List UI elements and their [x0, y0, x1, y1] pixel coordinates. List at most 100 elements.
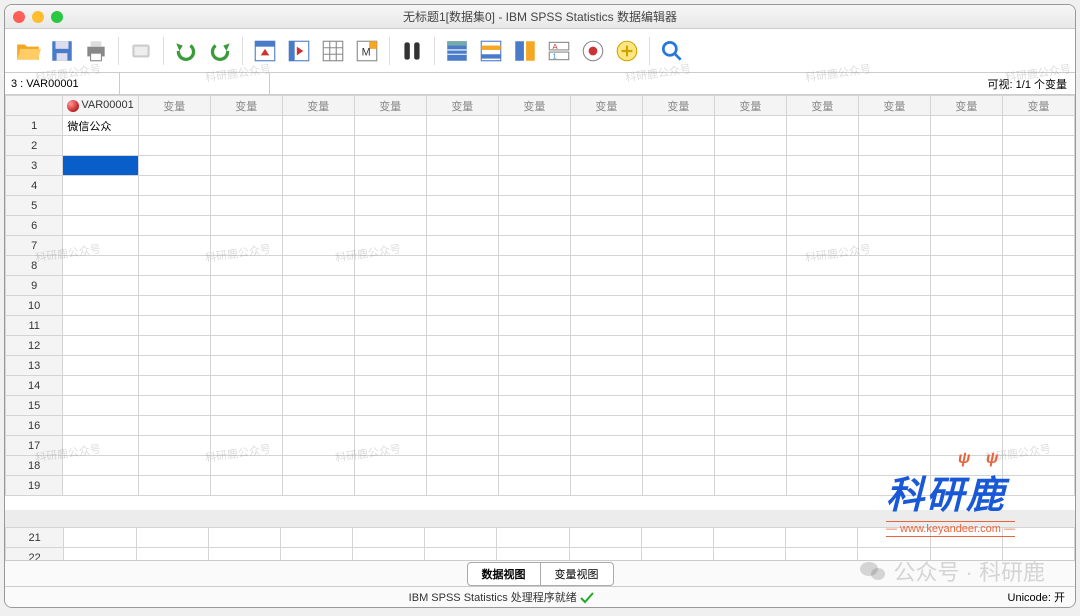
- data-cell[interactable]: [714, 176, 786, 196]
- data-cell[interactable]: [138, 356, 210, 376]
- data-cell[interactable]: [498, 376, 570, 396]
- data-cell[interactable]: [354, 196, 426, 216]
- data-cell[interactable]: [714, 356, 786, 376]
- data-cell[interactable]: [642, 336, 714, 356]
- data-cell[interactable]: [1002, 396, 1074, 416]
- data-cell[interactable]: [138, 436, 210, 456]
- data-cell[interactable]: [354, 296, 426, 316]
- data-cell[interactable]: [786, 416, 858, 436]
- data-cell[interactable]: [642, 316, 714, 336]
- data-cell[interactable]: [282, 276, 354, 296]
- data-cell[interactable]: [498, 316, 570, 336]
- data-cell[interactable]: [210, 436, 282, 456]
- data-cell[interactable]: [498, 436, 570, 456]
- column-header[interactable]: 变量: [858, 96, 930, 116]
- data-cell[interactable]: [858, 276, 930, 296]
- row-header[interactable]: 21: [6, 528, 64, 548]
- data-cell[interactable]: [858, 336, 930, 356]
- data-cell[interactable]: [786, 476, 858, 496]
- data-cell[interactable]: [498, 156, 570, 176]
- data-cell[interactable]: [426, 236, 498, 256]
- data-cell[interactable]: [426, 156, 498, 176]
- data-cell[interactable]: [426, 276, 498, 296]
- data-cell[interactable]: [714, 528, 786, 548]
- data-cell[interactable]: [930, 456, 1002, 476]
- data-cell[interactable]: [426, 456, 498, 476]
- data-cell[interactable]: [786, 196, 858, 216]
- data-cell[interactable]: [858, 456, 930, 476]
- data-cell[interactable]: [282, 316, 354, 336]
- data-cell[interactable]: [282, 256, 354, 276]
- data-cell[interactable]: [858, 356, 930, 376]
- column-header[interactable]: 变量: [210, 96, 282, 116]
- data-cell[interactable]: [570, 376, 642, 396]
- data-cell[interactable]: [64, 528, 136, 548]
- data-cell[interactable]: [714, 456, 786, 476]
- data-cell[interactable]: [714, 476, 786, 496]
- data-cell[interactable]: [930, 336, 1002, 356]
- data-cell[interactable]: [930, 476, 1002, 496]
- data-cell[interactable]: [282, 216, 354, 236]
- data-cell[interactable]: [63, 376, 138, 396]
- data-cell[interactable]: [354, 456, 426, 476]
- row-header[interactable]: 8: [6, 256, 63, 276]
- data-cell[interactable]: [1002, 216, 1074, 236]
- column-header[interactable]: 变量: [282, 96, 354, 116]
- data-cell[interactable]: [858, 156, 930, 176]
- data-cell[interactable]: [570, 216, 642, 236]
- data-cell[interactable]: [930, 316, 1002, 336]
- data-cell[interactable]: [930, 216, 1002, 236]
- data-cell[interactable]: [354, 276, 426, 296]
- data-cell[interactable]: [786, 216, 858, 236]
- data-cell[interactable]: [858, 296, 930, 316]
- data-cell[interactable]: [426, 396, 498, 416]
- data-cell[interactable]: [138, 476, 210, 496]
- data-cell[interactable]: [282, 436, 354, 456]
- data-cell[interactable]: [426, 196, 498, 216]
- data-cell[interactable]: [642, 356, 714, 376]
- data-cell[interactable]: [64, 548, 136, 562]
- data-cell[interactable]: [425, 528, 497, 548]
- data-cell[interactable]: [714, 416, 786, 436]
- data-cell[interactable]: [786, 236, 858, 256]
- data-cell[interactable]: [858, 196, 930, 216]
- undo-icon[interactable]: [171, 36, 201, 66]
- data-cell[interactable]: [1002, 176, 1074, 196]
- data-cell[interactable]: [642, 116, 714, 136]
- open-icon[interactable]: [13, 36, 43, 66]
- row-header[interactable]: 12: [6, 336, 63, 356]
- data-cell[interactable]: [354, 216, 426, 236]
- data-cell[interactable]: [210, 156, 282, 176]
- data-cell[interactable]: [930, 416, 1002, 436]
- data-cell[interactable]: [858, 436, 930, 456]
- value-labels-icon[interactable]: A1: [544, 36, 574, 66]
- find-icon[interactable]: [397, 36, 427, 66]
- data-cell[interactable]: [1002, 316, 1074, 336]
- data-cell[interactable]: [930, 376, 1002, 396]
- data-cell[interactable]: [570, 156, 642, 176]
- data-cell[interactable]: [498, 276, 570, 296]
- data-cell[interactable]: [498, 196, 570, 216]
- data-cell[interactable]: [210, 336, 282, 356]
- data-cell[interactable]: [858, 136, 930, 156]
- data-cell[interactable]: [930, 236, 1002, 256]
- row-header[interactable]: 18: [6, 456, 63, 476]
- row-header[interactable]: 5: [6, 196, 63, 216]
- data-cell[interactable]: [498, 216, 570, 236]
- data-cell[interactable]: [786, 276, 858, 296]
- data-cell[interactable]: [63, 436, 138, 456]
- data-cell[interactable]: [208, 528, 280, 548]
- weight-icon[interactable]: [476, 36, 506, 66]
- data-cell[interactable]: [786, 176, 858, 196]
- data-cell[interactable]: [858, 216, 930, 236]
- data-cell[interactable]: [498, 116, 570, 136]
- data-cell[interactable]: [282, 416, 354, 436]
- data-cell[interactable]: [63, 136, 138, 156]
- data-cell[interactable]: [138, 316, 210, 336]
- row-header[interactable]: 19: [6, 476, 63, 496]
- select-icon[interactable]: [510, 36, 540, 66]
- data-cell[interactable]: [210, 416, 282, 436]
- column-header[interactable]: VAR00001: [63, 96, 138, 116]
- data-cell[interactable]: [425, 548, 497, 562]
- data-cell[interactable]: [570, 296, 642, 316]
